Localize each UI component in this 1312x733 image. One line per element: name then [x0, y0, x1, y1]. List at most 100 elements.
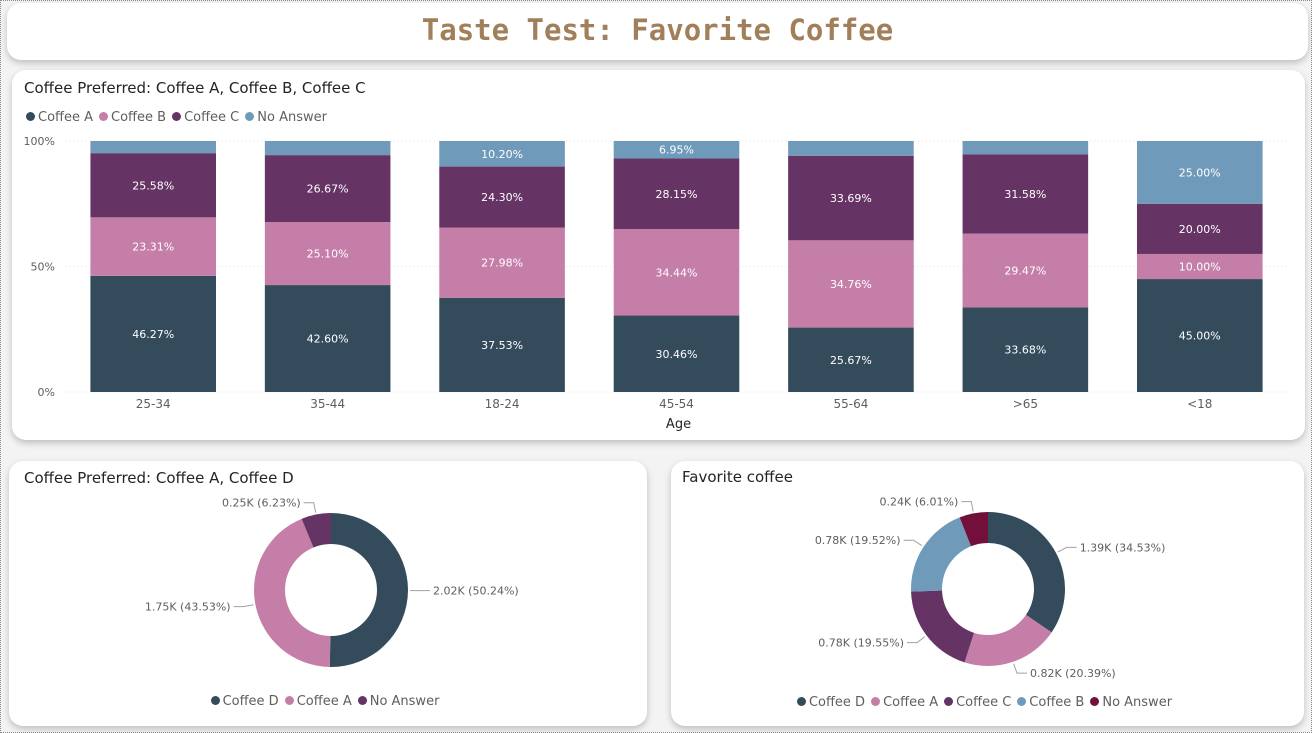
donut-slice-coffee-d[interactable] — [988, 512, 1065, 633]
bar-segment-coffee-c-45-54[interactable] — [613, 158, 740, 230]
bar-segment-coffee-b-18-24[interactable] — [439, 227, 565, 298]
legend-item-coffee-a[interactable]: Coffee A — [26, 110, 93, 125]
slice-label: 1.39K (34.53%) — [1080, 541, 1166, 554]
bar-segment-coffee-b-65[interactable] — [962, 233, 1089, 308]
legend-item-coffee-b[interactable]: Coffee B — [99, 110, 166, 125]
bar-segment-coffee-a-18-24[interactable] — [439, 297, 565, 392]
bar-segment-coffee-c-25-34[interactable] — [90, 153, 217, 218]
title-card: Taste Test: Favorite Coffee — [7, 3, 1308, 60]
bar-chart-title: Coffee Preferred: Coffee A, Coffee B, Co… — [24, 79, 366, 97]
leader-line — [907, 636, 926, 644]
data-label: 31.58% — [1004, 188, 1046, 201]
bar-segment-coffee-c-35-44[interactable] — [264, 155, 391, 223]
bar-segment-no-answer-35-44[interactable] — [264, 141, 391, 156]
data-label: 26.67% — [307, 183, 349, 196]
donut-slice-coffee-b[interactable] — [911, 517, 972, 592]
donut-slice-no-answer[interactable] — [959, 512, 988, 547]
donut-slice-coffee-c[interactable] — [911, 590, 975, 663]
donut-slice-coffee-d[interactable] — [329, 513, 408, 667]
x-tick-label: >65 — [1013, 397, 1038, 411]
bar-segment-no-answer-18[interactable] — [1136, 141, 1263, 204]
data-label: 30.46% — [656, 348, 698, 361]
leader-line — [303, 502, 317, 513]
legend-label: Coffee C — [184, 110, 240, 125]
donut-favorite-title: Favorite coffee — [682, 468, 793, 486]
donut-slice-coffee-a[interactable] — [254, 518, 331, 667]
x-tick-label: 45-54 — [659, 397, 694, 411]
data-label: 37.53% — [481, 339, 523, 352]
donut-slice-no-answer[interactable] — [301, 513, 331, 548]
leader-line — [233, 604, 254, 608]
x-tick-label: 25-34 — [136, 397, 171, 411]
slice-label: 0.24K (6.01%) — [880, 496, 959, 509]
legend-item-coffee-d[interactable]: Coffee D — [796, 695, 865, 710]
donut-chart-visual-ad[interactable]: Coffee Preferred: Coffee A, Coffee D 2.0… — [9, 461, 647, 726]
legend-label: Coffee B — [111, 110, 167, 125]
data-label: 20.00% — [1179, 223, 1221, 236]
bar-segment-coffee-a-55-64[interactable] — [788, 327, 914, 392]
legend-label: Coffee C — [956, 695, 1012, 710]
data-label: 23.31% — [132, 241, 174, 254]
bar-segment-coffee-a-25-34[interactable] — [90, 275, 217, 392]
legend-item-coffee-a[interactable]: Coffee A — [871, 695, 938, 710]
legend-item-coffee-c[interactable]: Coffee C — [944, 695, 1011, 710]
slice-label: 0.78K (19.52%) — [815, 534, 901, 547]
bar-segment-coffee-b-55-64[interactable] — [788, 240, 914, 328]
bar-segment-coffee-a-18[interactable] — [1136, 279, 1263, 392]
bar-segment-coffee-a-65[interactable] — [962, 307, 1089, 392]
y-tick-label: 100% — [24, 135, 55, 148]
bar-segment-coffee-c-65[interactable] — [962, 154, 1089, 234]
legend-dot — [944, 697, 954, 706]
data-label: 33.68% — [1004, 344, 1046, 357]
legend-label: Coffee B — [1029, 695, 1085, 710]
data-label: 29.47% — [1004, 264, 1046, 277]
x-tick-label: 55-64 — [833, 397, 868, 411]
legend-dot — [26, 112, 35, 121]
stacked-bar-visual[interactable]: Coffee Preferred: Coffee A, Coffee B, Co… — [12, 70, 1305, 440]
bar-segment-coffee-b-45-54[interactable] — [613, 229, 740, 316]
leader-line — [1057, 546, 1077, 553]
legend-item-coffee-c[interactable]: Coffee C — [172, 110, 239, 125]
legend-dot — [796, 697, 806, 706]
legend-item-no-answer[interactable]: No Answer — [1090, 695, 1172, 710]
data-label: 27.98% — [481, 257, 523, 270]
slice-label: 0.78K (19.55%) — [818, 637, 904, 650]
slice-label: 0.82K (20.39%) — [1030, 667, 1116, 680]
legend-label: No Answer — [1102, 695, 1173, 710]
bar-segment-no-answer-55-64[interactable] — [788, 141, 914, 156]
donut-ad-title: Coffee Preferred: Coffee A, Coffee D — [24, 469, 294, 487]
bar-segment-no-answer-18-24[interactable] — [439, 141, 565, 167]
bar-segment-no-answer-25-34[interactable] — [90, 141, 217, 154]
legend-item-coffee-a[interactable]: Coffee A — [284, 694, 352, 709]
bar-segment-coffee-c-18-24[interactable] — [439, 166, 565, 228]
legend-item-no-answer[interactable]: No Answer — [245, 110, 327, 125]
bar-segment-coffee-a-45-54[interactable] — [613, 315, 740, 392]
slice-label: 2.02K (50.24%) — [433, 585, 519, 598]
bar-segment-coffee-b-25-34[interactable] — [90, 217, 217, 276]
y-tick-label: 50% — [31, 261, 55, 274]
bar-segment-no-answer-65[interactable] — [962, 141, 1089, 155]
legend-dot — [245, 112, 255, 121]
legend-item-coffee-b[interactable]: Coffee B — [1017, 695, 1084, 710]
legend-item-coffee-d[interactable]: Coffee D — [210, 694, 279, 709]
donut-slice-coffee-a[interactable] — [964, 614, 1052, 666]
donut-chart-visual-favorite[interactable]: Favorite coffee 1.39K (34.53%) 0.82K (20.… — [671, 461, 1304, 726]
donut-favorite-plot: 1.39K (34.53%) 0.82K (20.39%) 0.78K (19.55… — [815, 496, 1166, 681]
bar-segment-coffee-c-18[interactable] — [1136, 203, 1263, 254]
bar-segment-no-answer-45-54[interactable] — [613, 141, 740, 159]
legend-dot — [210, 696, 220, 705]
donut-favorite-legend: Coffee D Coffee A Coffee C Coffee B No Answe… — [671, 695, 1304, 710]
leader-line — [903, 539, 923, 547]
legend-item-no-answer[interactable]: No Answer — [357, 694, 439, 709]
data-label: 6.95% — [659, 144, 694, 157]
slice-label: 1.75K (43.53%) — [145, 601, 231, 614]
bar-segment-coffee-b-35-44[interactable] — [264, 222, 391, 286]
bar-segment-coffee-c-55-64[interactable] — [788, 155, 914, 241]
bar-chart-legend: Coffee A Coffee B Coffee C No Answer — [26, 110, 333, 125]
donut-ad-plot: 2.02K (50.24%) 1.75K (43.53%) 0.25K (6.23%… — [145, 497, 519, 667]
legend-label: Coffee A — [296, 694, 352, 709]
data-label: 25.58% — [132, 179, 174, 192]
bar-segment-coffee-b-18[interactable] — [1136, 253, 1263, 280]
bar-segment-coffee-a-35-44[interactable] — [264, 285, 391, 392]
donut-ad-legend: Coffee D Coffee A No Answer — [9, 694, 647, 709]
